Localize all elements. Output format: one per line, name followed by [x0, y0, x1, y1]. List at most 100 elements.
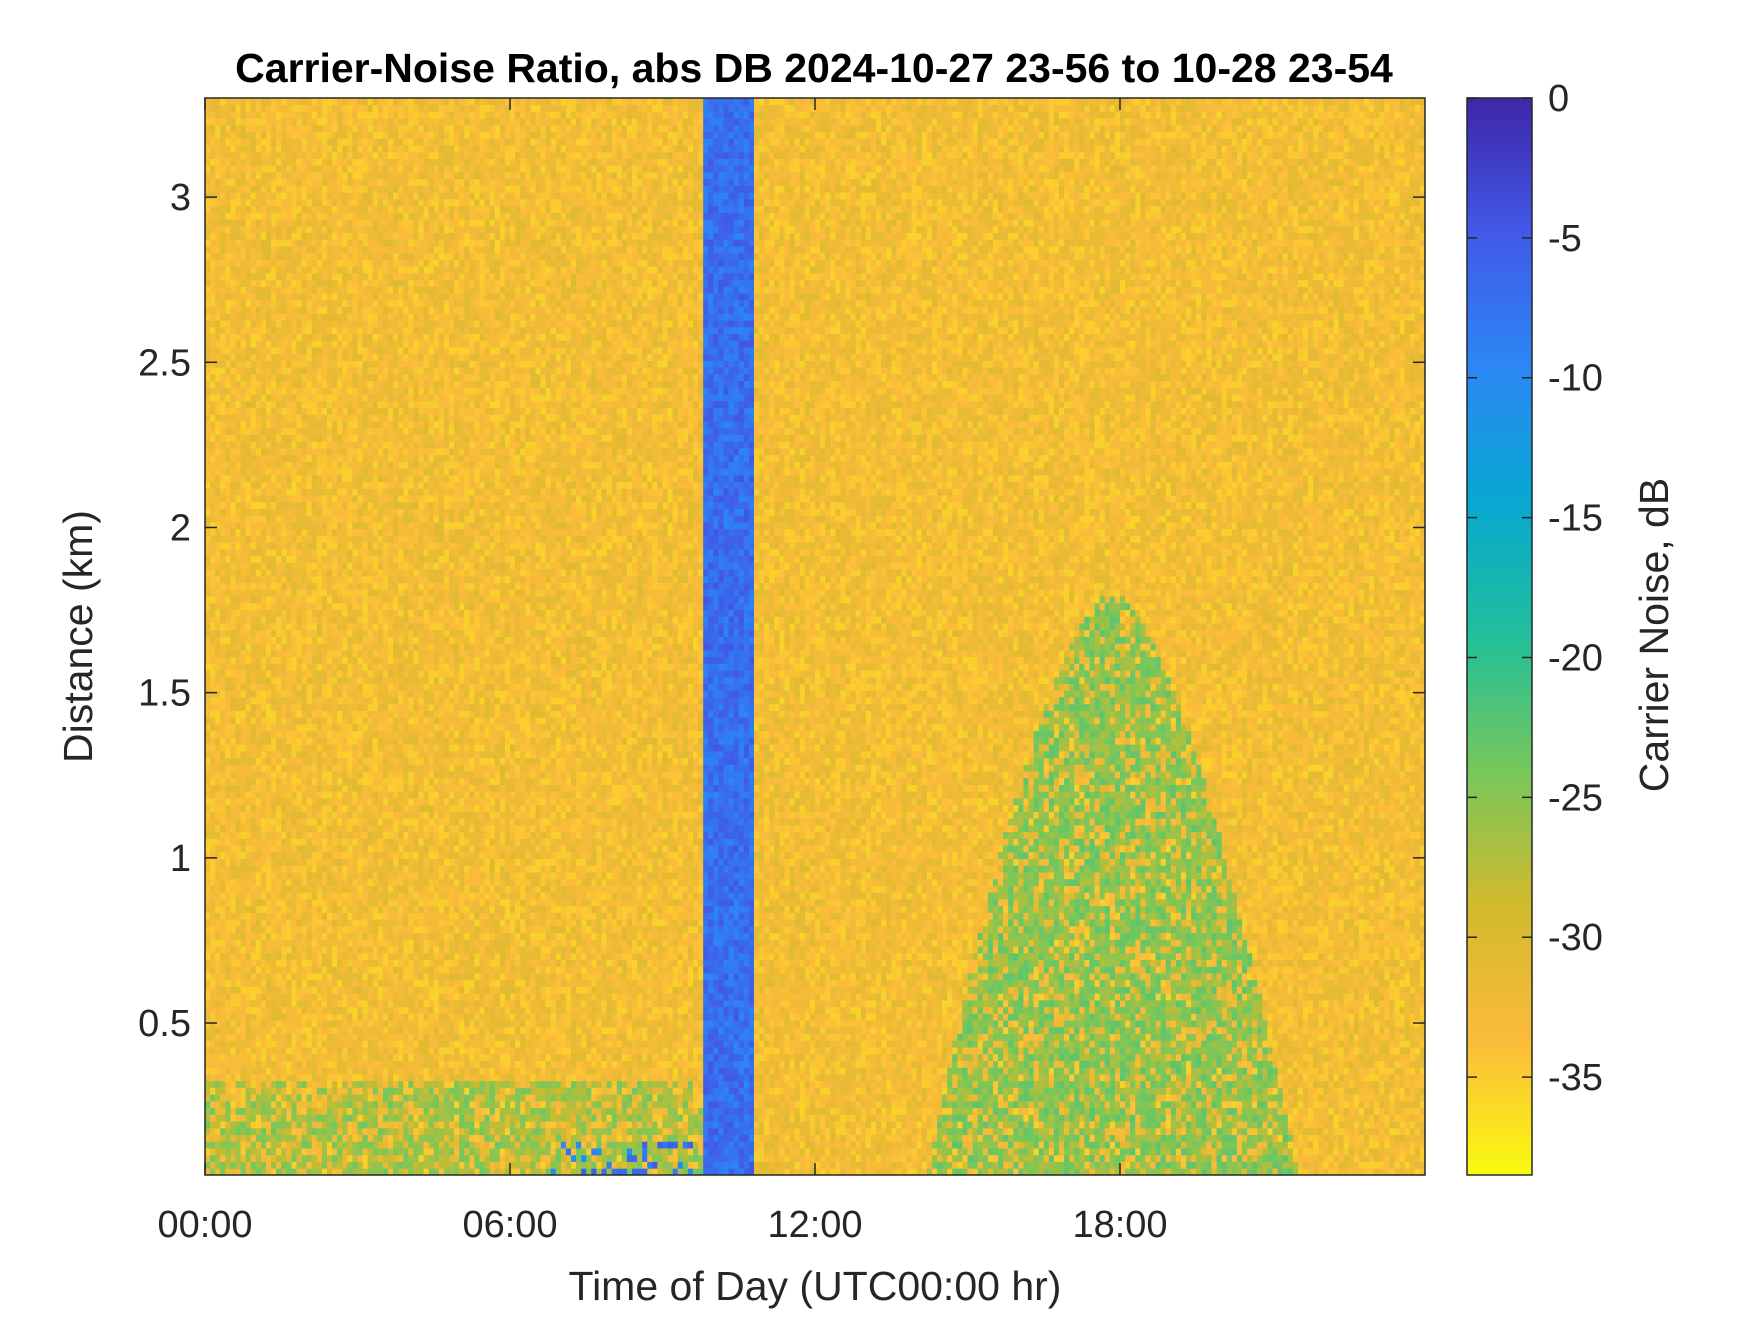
heatmap-cell: [1165, 1141, 1172, 1149]
heatmap-cell: [225, 1067, 231, 1075]
heatmap-cell: [235, 1161, 241, 1169]
heatmap-cell: [809, 1080, 816, 1088]
heatmap-cell: [1181, 1074, 1187, 1082]
heatmap-cell: [769, 1074, 775, 1082]
heatmap-cell: [1287, 1060, 1294, 1068]
heatmap-cell: [886, 1121, 892, 1129]
heatmap-cell: [266, 1047, 272, 1055]
heatmap-cell: [1364, 1080, 1370, 1088]
heatmap-cell: [1186, 1161, 1192, 1169]
heatmap-cell: [662, 1154, 668, 1162]
heatmap-cell: [479, 1067, 485, 1075]
heatmap-cell: [525, 1040, 531, 1048]
heatmap-cell: [515, 1127, 521, 1136]
heatmap-cell: [1231, 1161, 1238, 1169]
heatmap-cell: [647, 1087, 653, 1095]
heatmap-cell: [642, 1114, 648, 1122]
heatmap-cell: [1292, 1107, 1299, 1115]
heatmap-cell: [377, 1033, 384, 1041]
heatmap-cell: [1028, 1161, 1034, 1169]
heatmap-cell: [1384, 1074, 1390, 1082]
heatmap-cell: [870, 1060, 877, 1068]
heatmap-cell: [662, 1074, 668, 1082]
heatmap-cell: [774, 1087, 780, 1095]
heatmap-cell: [998, 1053, 1004, 1061]
heatmap-cell: [1089, 1053, 1095, 1061]
heatmap-cell: [1140, 1100, 1146, 1109]
heatmap-cell: [1165, 1060, 1172, 1068]
heatmap-cell: [962, 1148, 968, 1156]
heatmap-cell: [454, 1127, 460, 1136]
heatmap-cell: [367, 1067, 374, 1075]
heatmap-cell: [1389, 1121, 1395, 1129]
heatmap-cell: [418, 1114, 424, 1122]
heatmap-cell: [937, 1060, 943, 1068]
heatmap-cell: [926, 1094, 933, 1102]
heatmap-cell: [815, 1107, 821, 1115]
heatmap-cell: [754, 1141, 760, 1149]
heatmap-cell: [1079, 1047, 1085, 1055]
heatmap-cell: [799, 1047, 806, 1055]
heatmap-cell: [840, 1127, 846, 1136]
heatmap-cell: [1343, 1107, 1350, 1115]
heatmap-cell: [611, 1114, 618, 1122]
heatmap-cell: [1318, 1121, 1324, 1129]
heatmap-cell: [667, 1114, 674, 1122]
heatmap-cell: [454, 1060, 460, 1068]
heatmap-cell: [1323, 1114, 1329, 1122]
heatmap-cell: [850, 1161, 857, 1169]
heatmap-cell: [489, 1100, 496, 1109]
heatmap-cell: [1252, 1107, 1258, 1115]
heatmap-cell: [1389, 1168, 1395, 1176]
heatmap-cell: [1038, 1134, 1045, 1142]
heatmap-cell: [982, 1100, 989, 1109]
heatmap-cell: [321, 1127, 328, 1136]
heatmap-cell: [438, 1053, 445, 1061]
heatmap-cell: [743, 1040, 750, 1048]
heatmap-cell: [1257, 1127, 1263, 1136]
heatmap-cell: [820, 1074, 826, 1082]
heatmap-cell: [759, 1100, 765, 1109]
heatmap-cell: [352, 1080, 358, 1088]
heatmap-cell: [835, 1148, 841, 1156]
heatmap-cell: [1369, 1168, 1375, 1176]
heatmap-cell: [870, 1141, 877, 1149]
heatmap-cell: [682, 1168, 689, 1176]
heatmap-cell: [1318, 1134, 1324, 1142]
heatmap-cell: [428, 1168, 435, 1176]
heatmap-cell: [555, 1053, 562, 1061]
heatmap-cell: [1374, 1074, 1380, 1082]
heatmap-cell: [962, 1060, 968, 1068]
heatmap-cell: [1267, 1100, 1273, 1109]
heatmap-cell: [1155, 1087, 1162, 1095]
heatmap-cell: [510, 1094, 516, 1102]
heatmap-cell: [886, 1060, 892, 1068]
heatmap-cell: [1084, 1134, 1090, 1142]
heatmap-cell: [484, 1060, 491, 1068]
heatmap-cell: [998, 1033, 1004, 1041]
heatmap-cell: [1328, 1161, 1334, 1169]
heatmap-cell: [967, 1168, 973, 1176]
heatmap-cell: [738, 1067, 745, 1075]
heatmap-cell: [677, 1148, 684, 1156]
heatmap-cell: [362, 1060, 369, 1068]
heatmap-cell: [459, 1074, 465, 1082]
heatmap-cell: [804, 1141, 811, 1149]
heatmap-cell: [1308, 1134, 1314, 1142]
heatmap-cell: [1120, 1161, 1126, 1169]
heatmap-cell: [454, 1154, 460, 1162]
heatmap-cell: [1236, 1094, 1243, 1102]
heatmap-cell: [870, 1080, 877, 1088]
heatmap-cell: [576, 1080, 582, 1088]
heatmap-cell: [830, 1087, 836, 1095]
heatmap-cell: [718, 1067, 724, 1075]
heatmap-cell: [637, 1114, 643, 1122]
heatmap-cell: [815, 1047, 821, 1055]
heatmap-cell: [535, 1053, 541, 1061]
heatmap-cell: [1318, 1087, 1324, 1095]
heatmap-cell: [804, 1154, 811, 1162]
heatmap-cell: [235, 1100, 241, 1109]
heatmap-cell: [459, 1053, 465, 1061]
heatmap-cell: [296, 1154, 302, 1162]
heatmap-cell: [911, 1060, 918, 1068]
